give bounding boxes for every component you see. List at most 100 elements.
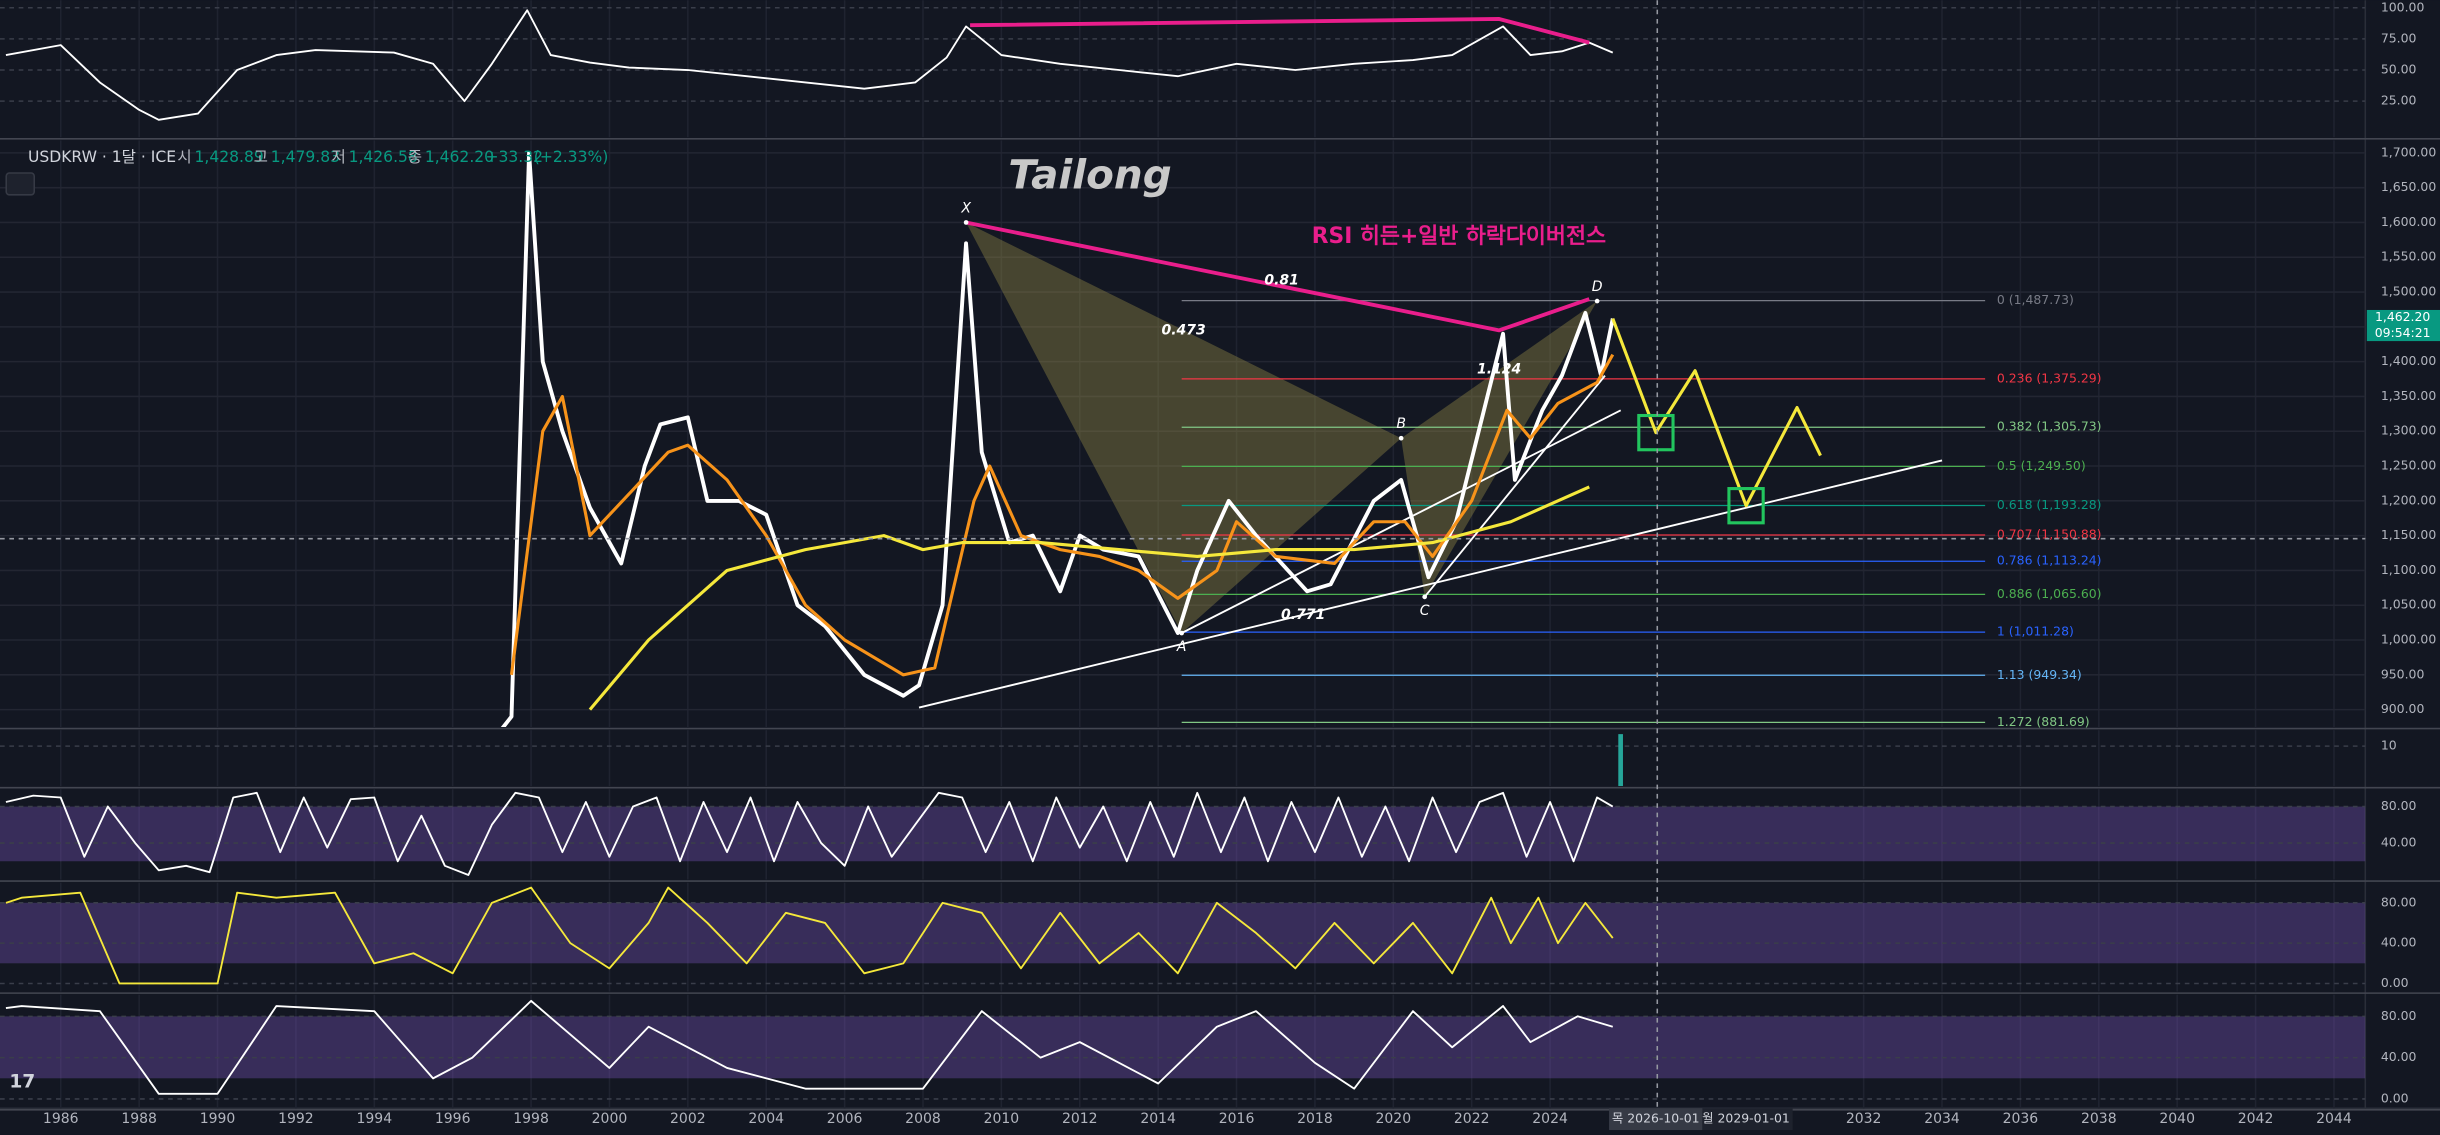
x-tick-label: 2002 xyxy=(670,1111,706,1127)
x-tick-label: 1998 xyxy=(513,1111,549,1127)
fib-label: 0.236 (1,375.29) xyxy=(1997,370,2102,385)
pattern-ratio: 0.81 xyxy=(1264,272,1299,288)
x-tick-label: 1988 xyxy=(121,1111,157,1127)
change: +33.32 xyxy=(486,148,544,166)
pattern-point xyxy=(1179,630,1185,636)
x-tick-label: 2014 xyxy=(1140,1111,1176,1127)
pattern-point xyxy=(1422,594,1428,600)
y-tick-label: 1,000.00 xyxy=(2381,632,2436,647)
price-badge-price: 1,462.20 xyxy=(2375,309,2430,324)
x-tick-label: 2000 xyxy=(592,1111,628,1127)
y-tick-label: 75.00 xyxy=(2381,30,2417,45)
x-tick-label: 2040 xyxy=(2159,1111,2195,1127)
x-tick-label: 2032 xyxy=(1846,1111,1882,1127)
y-tick-label: 1,650.00 xyxy=(2381,179,2436,194)
x-tick-label: 1990 xyxy=(200,1111,236,1127)
x-tick-label: 1986 xyxy=(43,1111,79,1127)
y-tick-label: 900.00 xyxy=(2381,701,2425,716)
series-line xyxy=(5,999,1614,1095)
change-pct: (+2.33%) xyxy=(534,148,609,166)
series-line xyxy=(5,9,1614,121)
symbol: USDKRW · 1달 · ICE xyxy=(28,148,176,166)
y-tick-label: 80.00 xyxy=(2381,798,2417,813)
harmonic-triangle xyxy=(1401,301,1598,597)
divergence-line xyxy=(970,17,1590,45)
y-tick-label: 1,250.00 xyxy=(2381,458,2436,473)
y-tick-label: 40.00 xyxy=(2381,835,2417,850)
pane xyxy=(0,150,2366,728)
annotation: RSI 히든+일반 하락다이버전스 xyxy=(1312,224,1606,249)
pattern-point-label: B xyxy=(1396,416,1406,432)
y-tick-label: 1,700.00 xyxy=(2381,144,2436,159)
y-tick-label: 1,600.00 xyxy=(2381,214,2436,229)
y-tick-label: 1,550.00 xyxy=(2381,249,2436,264)
x-tick-label: 2024 xyxy=(1532,1111,1568,1127)
y-tick-label: 50.00 xyxy=(2381,62,2417,77)
pattern-point-label: A xyxy=(1176,639,1187,655)
y-tick-label: 40.00 xyxy=(2381,935,2417,950)
volume-bar xyxy=(1618,734,1623,787)
series-line xyxy=(1611,317,1822,508)
y-tick-label: 1,300.00 xyxy=(2381,423,2436,438)
fib-label: 0.886 (1,065.60) xyxy=(1997,586,2102,601)
x-tick-label: 2004 xyxy=(748,1111,784,1127)
fib-label: 0.786 (1,113.24) xyxy=(1997,553,2102,568)
x-tick-label: 2020 xyxy=(1375,1111,1411,1127)
y-tick-label: 950.00 xyxy=(2381,666,2425,681)
y-tick-label: 0.00 xyxy=(2381,975,2409,990)
pattern-point xyxy=(963,220,969,225)
price-badge xyxy=(2366,309,2440,342)
x-tick-label: 2016 xyxy=(1219,1111,1255,1127)
y-tick-label: 1,050.00 xyxy=(2381,597,2436,612)
y-tick-label: 100.00 xyxy=(2381,0,2425,14)
y-tick-label: 80.00 xyxy=(2381,894,2417,909)
pane xyxy=(0,791,2366,876)
high: 1,479.83 xyxy=(271,148,340,166)
x-tick-label: 2012 xyxy=(1062,1111,1098,1127)
y-tick-label: 1,200.00 xyxy=(2381,492,2436,507)
fib-label: 1 (1,011.28) xyxy=(1997,624,2074,639)
x-tick-label: 2008 xyxy=(905,1111,941,1127)
series-line xyxy=(509,353,1615,677)
pattern-point-label: D xyxy=(1592,279,1603,295)
pattern-point xyxy=(1594,298,1600,304)
crosshair-date-box xyxy=(1609,1108,1703,1131)
x-tick-label: 2010 xyxy=(984,1111,1020,1127)
y-tick-label: 0.00 xyxy=(2381,1090,2409,1105)
y-tick-label: 1,100.00 xyxy=(2381,562,2436,577)
target-box xyxy=(1727,487,1765,525)
trendline xyxy=(918,459,1943,709)
oscillator-band xyxy=(0,902,2366,964)
pattern-point xyxy=(1398,435,1404,441)
y-tick-label: 25.00 xyxy=(2381,93,2417,108)
fib-label: 1.13 (949.34) xyxy=(1997,667,2082,682)
trendline xyxy=(1423,375,1606,598)
x-tick-label: 2038 xyxy=(2081,1111,2117,1127)
crosshair-date-box-2 xyxy=(1702,1108,1793,1131)
pattern-ratio: 0.771 xyxy=(1281,607,1325,623)
y-tick-label: 1,350.00 xyxy=(2381,388,2436,403)
collapse-button[interactable] xyxy=(5,172,36,196)
pane xyxy=(0,886,2366,985)
x-tick-label: 2022 xyxy=(1454,1111,1490,1127)
x-tick-label: 2018 xyxy=(1297,1111,1333,1127)
open-label: 시 xyxy=(177,148,191,166)
fib-label: 1.272 (881.69) xyxy=(1997,714,2090,729)
target-box xyxy=(1637,413,1675,452)
x-tick-label: 1996 xyxy=(435,1111,471,1127)
pane xyxy=(0,6,2366,121)
watermark: Tailong xyxy=(1008,151,1171,199)
x-tick-label: 1994 xyxy=(356,1111,392,1127)
pane xyxy=(0,734,2366,787)
y-tick-label: 1,400.00 xyxy=(2381,353,2436,368)
low: 1,426.58 xyxy=(349,148,418,166)
series-line xyxy=(5,791,1614,876)
y-tick-label: 1,150.00 xyxy=(2381,527,2436,542)
y-tick-label: 40.00 xyxy=(2381,1049,2417,1064)
fib-label: 0.5 (1,249.50) xyxy=(1997,458,2086,473)
x-tick-label: 2036 xyxy=(2003,1111,2039,1127)
